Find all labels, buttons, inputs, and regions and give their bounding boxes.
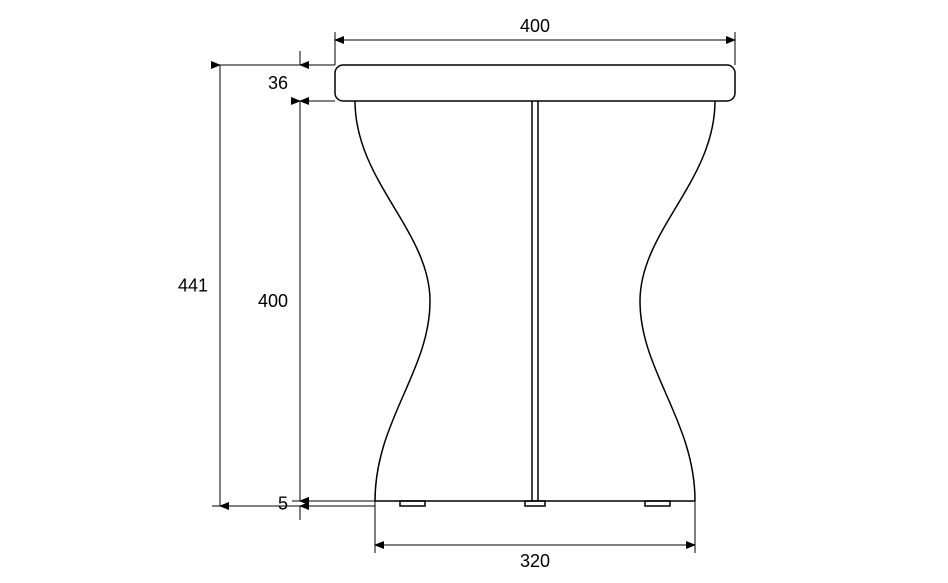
dim-total-height: 441 [178,276,208,296]
foot-1 [400,501,425,506]
dim-top-width: 400 [520,16,550,36]
dim-body-height: 400 [258,291,288,311]
dimensions: 400 320 36 400 5 441 [178,16,735,571]
body-left-side [355,101,430,501]
foot-3 [645,501,670,506]
object-outline [335,65,735,506]
dim-foot-height: 5 [278,494,288,514]
top-slab [335,65,735,101]
body-right-side [640,101,715,501]
dim-top-thickness: 36 [268,73,288,93]
dim-bottom-width: 320 [520,551,550,571]
technical-drawing: 400 320 36 400 5 441 [0,0,948,583]
foot-2 [525,501,545,506]
